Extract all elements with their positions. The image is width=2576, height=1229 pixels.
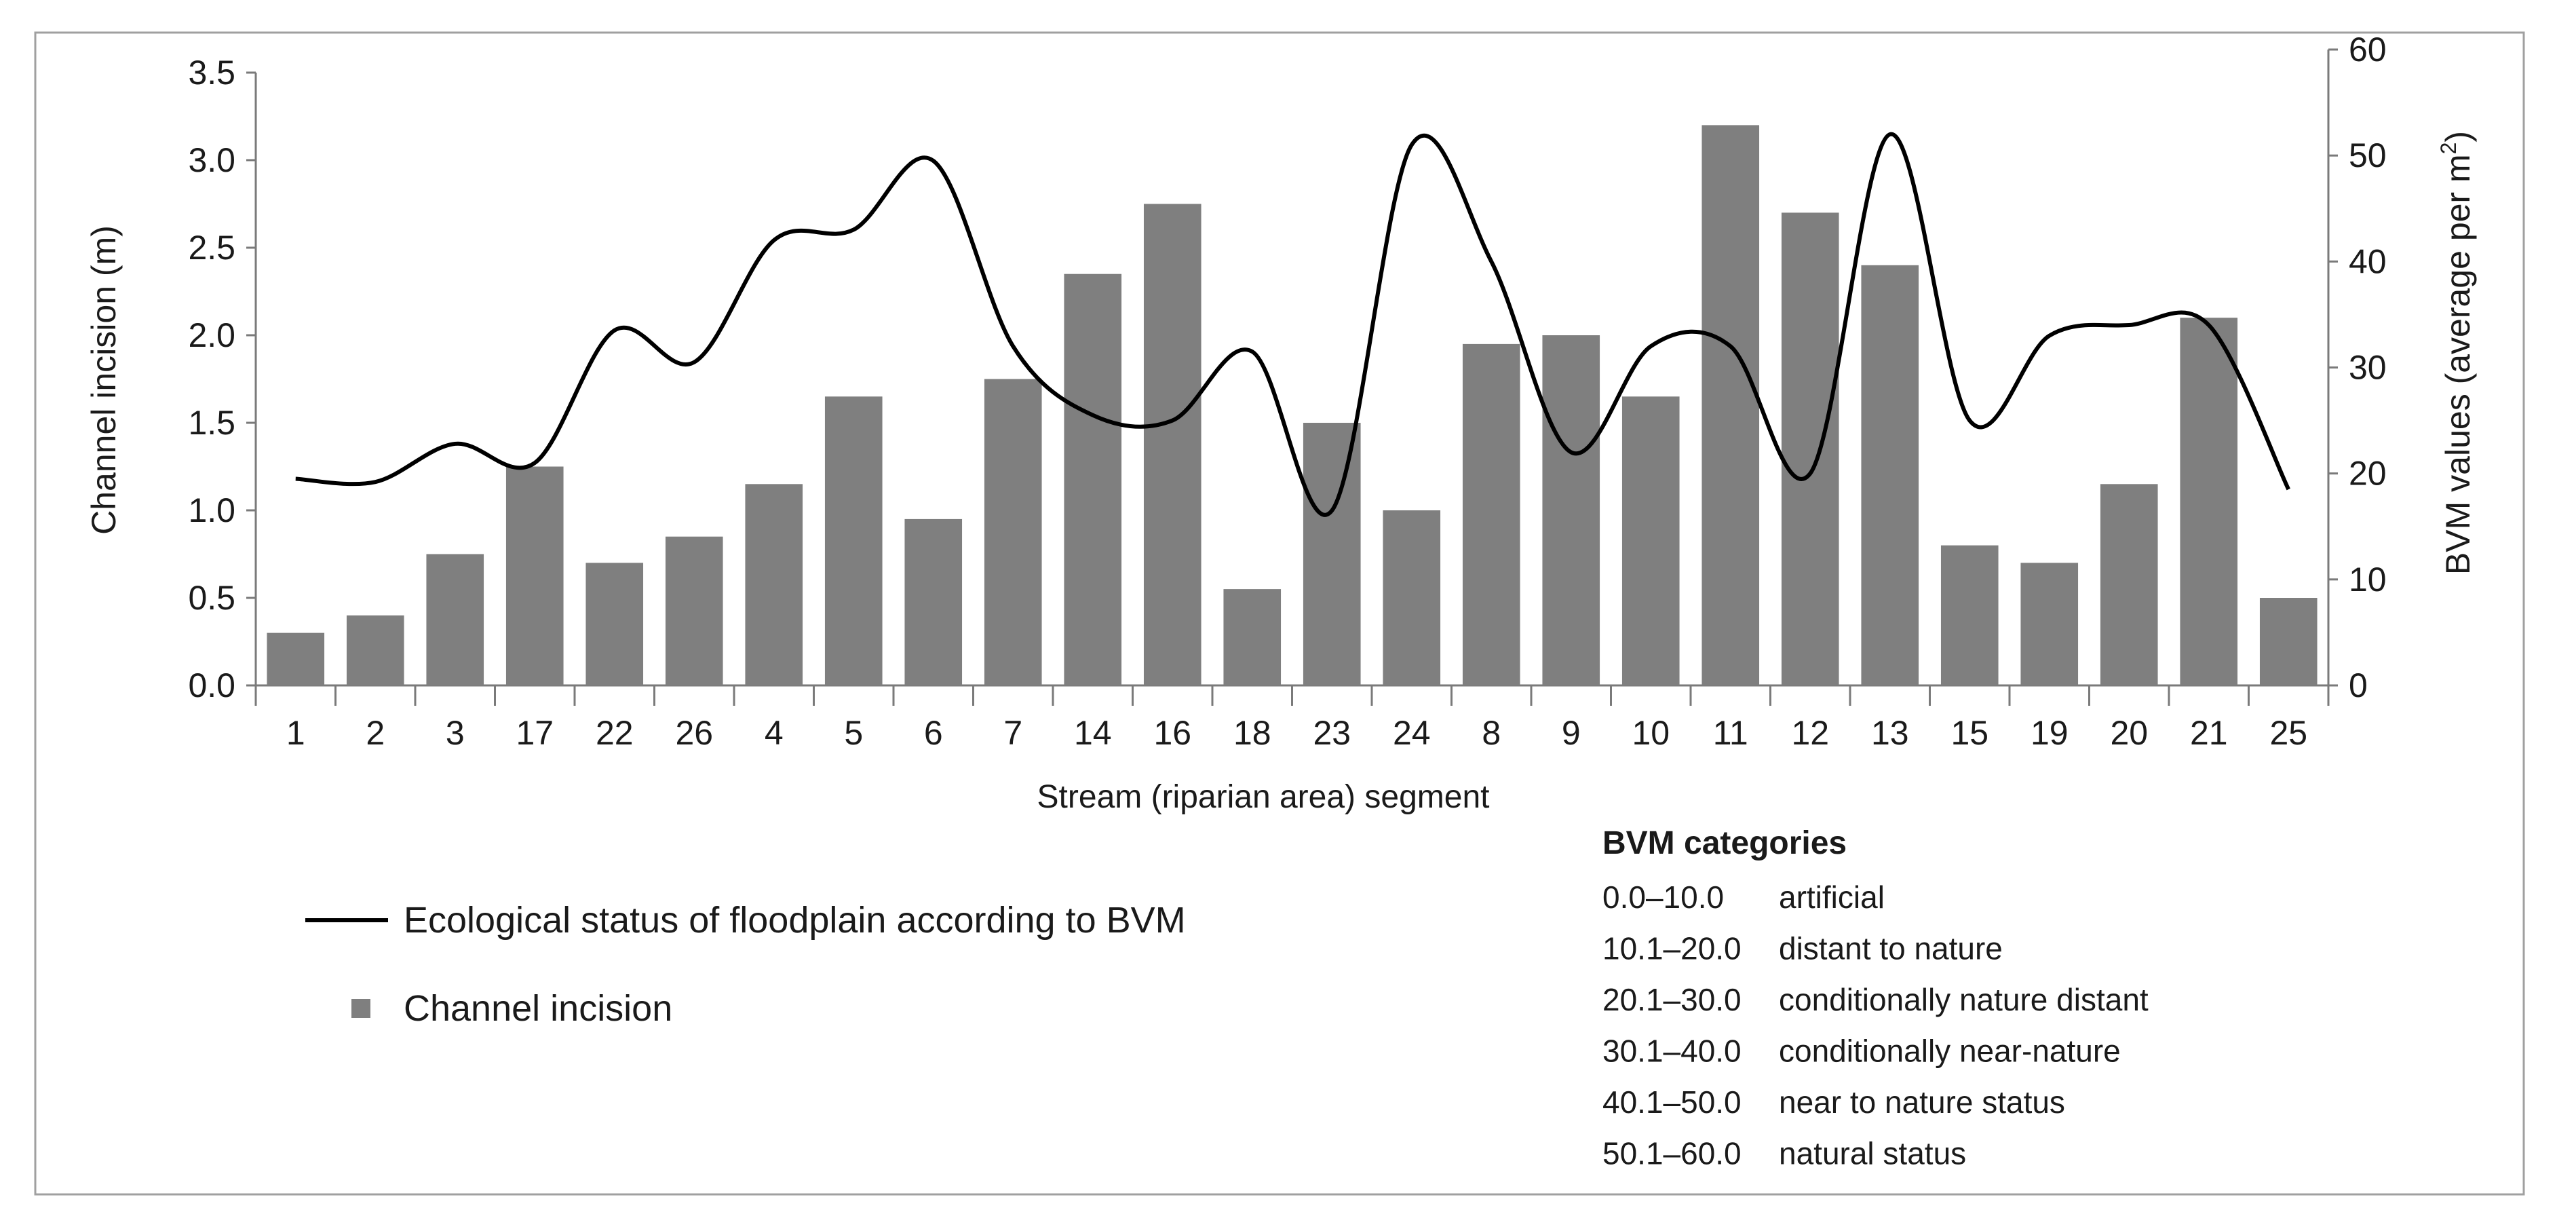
x-tick-label: 22 (596, 714, 634, 752)
x-tick-label: 3 (446, 714, 465, 752)
bar (2020, 563, 2079, 685)
bar (585, 563, 644, 685)
x-tick-label: 10 (1632, 714, 1670, 752)
x-tick-label: 13 (1871, 714, 1909, 752)
y-left-tick-label: 2.5 (188, 229, 235, 267)
bar (1702, 125, 1760, 685)
x-tick-label: 5 (844, 714, 863, 752)
y-axis-left-title: Channel incision (m) (85, 225, 123, 535)
bar (267, 632, 325, 685)
y-right-tick-label: 20 (2349, 455, 2387, 493)
bvm-category-label: distant to nature (1779, 931, 2003, 966)
y-right-tick-label: 40 (2349, 242, 2387, 280)
bar (1940, 545, 1999, 685)
bar (346, 615, 404, 685)
bar (2180, 318, 2238, 685)
bvm-category-range: 50.1–60.0 (1602, 1136, 1742, 1171)
bar (1143, 204, 1202, 685)
bvm-category-label: natural status (1779, 1136, 1966, 1171)
bar (824, 396, 883, 685)
x-tick-label: 2 (366, 714, 385, 752)
y-right-tick-label: 10 (2349, 561, 2387, 599)
bvm-category-range: 40.1–50.0 (1602, 1084, 1742, 1120)
bar (984, 379, 1042, 685)
bar (1064, 273, 1122, 685)
bar (1861, 265, 1919, 685)
legend-label-bar: Channel incision (404, 988, 672, 1029)
x-tick-label: 19 (2031, 714, 2069, 752)
x-tick-label: 23 (1313, 714, 1351, 752)
y-right-tick-label: 30 (2349, 349, 2387, 387)
legend: Ecological status of floodplain accordin… (305, 900, 1186, 1029)
x-tick-label: 6 (924, 714, 943, 752)
bvm-categories-title: BVM categories (1602, 825, 1847, 861)
x-tick-label: 14 (1074, 714, 1112, 752)
bar (1462, 343, 1520, 685)
bar (1383, 510, 1441, 685)
x-tick-label: 16 (1153, 714, 1191, 752)
bvm-line (295, 132, 2290, 517)
bar (2259, 598, 2318, 685)
y-right-tick-label: 0 (2349, 666, 2368, 704)
bvm-category-label: near to nature status (1779, 1084, 2065, 1120)
y-left-tick-label: 0.5 (188, 579, 235, 617)
y-axis-right-title-main: BVM values (average per m (2439, 154, 2477, 575)
bars (267, 125, 2318, 685)
x-axis-title: Stream (riparian area) segment (1037, 779, 1490, 815)
y-right-tick-label: 60 (2349, 31, 2387, 69)
bvm-category-label: artificial (1779, 880, 1885, 915)
x-tick-label: 21 (2190, 714, 2228, 752)
x-tick-label: 12 (1791, 714, 1829, 752)
x-tick-label: 7 (1003, 714, 1022, 752)
bar (665, 536, 723, 685)
bvm-category-range: 0.0–10.0 (1602, 880, 1724, 915)
legend-bar-marker (351, 999, 370, 1018)
x-tick-label: 15 (1950, 714, 1988, 752)
bar (1781, 212, 1839, 685)
x-tick-label: 26 (675, 714, 713, 752)
bar (2100, 484, 2158, 685)
y-left-tick-label: 1.5 (188, 404, 235, 442)
x-tick-label: 4 (765, 714, 784, 752)
bvm-category-range: 30.1–40.0 (1602, 1034, 1742, 1069)
y-axis-right-title-end: ) (2439, 131, 2477, 143)
y-axis-right-title: BVM values (average per m2) (2436, 131, 2477, 575)
y-right-tick-label: 50 (2349, 136, 2387, 174)
bvm-category-range: 20.1–30.0 (1602, 982, 1742, 1017)
bar (426, 554, 484, 685)
y-left-tick-label: 3.0 (188, 141, 235, 179)
bvm-category-label: conditionally near-nature (1779, 1034, 2121, 1069)
bar (505, 466, 564, 685)
x-tick-label: 11 (1713, 714, 1748, 752)
x-tick-label: 20 (2110, 714, 2148, 752)
x-tick-label: 24 (1393, 714, 1431, 752)
x-tick-label: 17 (516, 714, 554, 752)
bvm-category-range: 10.1–20.0 (1602, 931, 1742, 966)
y-axis-right-title-sup: 2 (2436, 143, 2461, 155)
y-left-tick-label: 2.0 (188, 316, 235, 354)
legend-label-line: Ecological status of floodplain accordin… (404, 900, 1186, 941)
y-left-tick-label: 0.0 (188, 666, 235, 704)
bar (745, 484, 803, 685)
bar (1542, 335, 1600, 685)
x-tick-label: 18 (1233, 714, 1271, 752)
y-left-tick-label: 1.0 (188, 491, 235, 529)
y-left-tick-label: 3.5 (188, 54, 235, 92)
x-tick-label: 9 (1562, 714, 1581, 752)
bar (1223, 589, 1282, 685)
bar (1621, 396, 1680, 685)
x-tick-label: 25 (2269, 714, 2307, 752)
bar (1303, 423, 1361, 685)
x-tick-label: 8 (1482, 714, 1501, 752)
x-tick-label: 1 (286, 714, 305, 752)
bar (904, 518, 963, 685)
bvm-category-label: conditionally nature distant (1779, 982, 2149, 1017)
bvm-categories-table: BVM categories 0.0–10.0 artificial 10.1–20… (1602, 825, 2149, 1171)
